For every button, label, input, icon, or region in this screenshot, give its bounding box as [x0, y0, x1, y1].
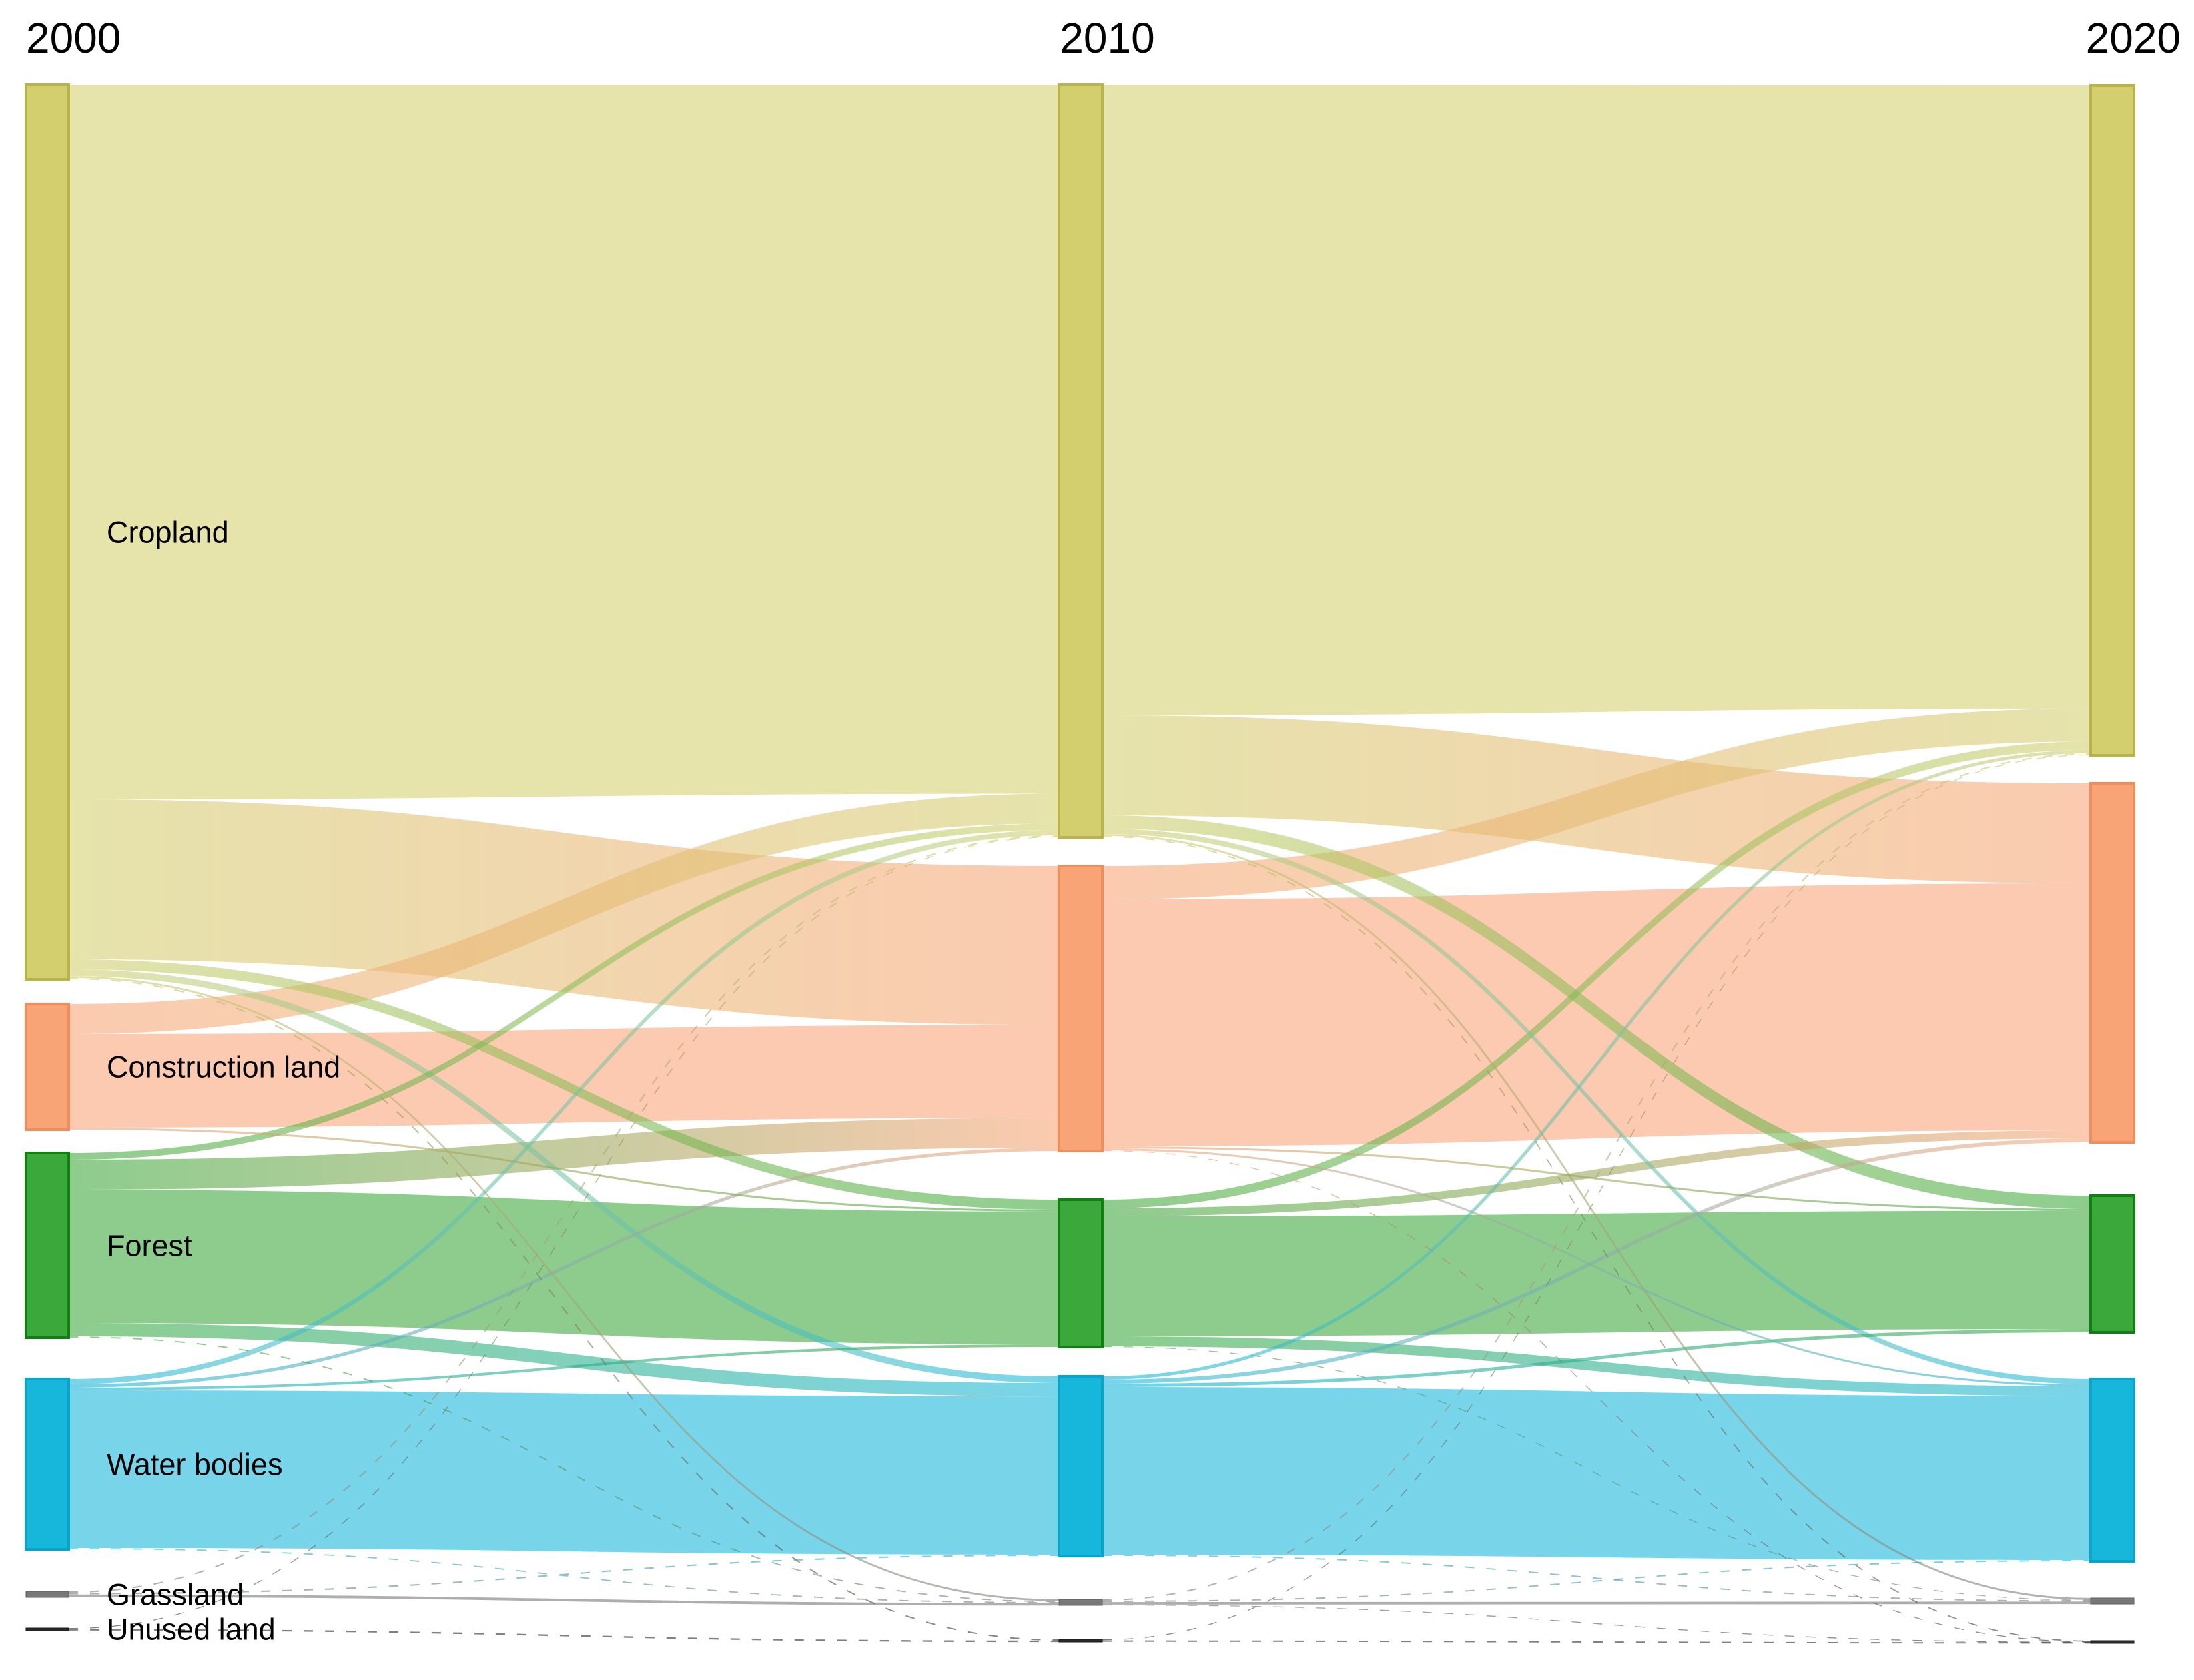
- node-2020-cropland: [2089, 84, 2135, 757]
- flow-forest-to-cropland-c1: [1102, 741, 2091, 1208]
- flow-cropland-to-forest-c1: [1102, 815, 2091, 1209]
- flow-forest-to-grassland-c1: [1102, 1346, 2091, 1601]
- flow-water-to-forest-c0: [68, 1344, 1060, 1390]
- node-2000-construction: [25, 1003, 70, 1131]
- node-2020-construction: [2089, 782, 2135, 1144]
- node-2020-water: [2089, 1378, 2135, 1563]
- flow-water-to-grassland-c0: [68, 1548, 1060, 1603]
- flow-cropland-to-cropland-c1: [1102, 85, 2091, 715]
- flow-cropland-to-unused-c1: [1102, 836, 2091, 1642]
- flow-unused-to-unused-c0: [68, 1629, 1060, 1643]
- node-2000-cropland: [25, 83, 70, 981]
- column-label-2020: 2020: [2085, 14, 2181, 62]
- flow-forest-to-water-c0: [69, 1323, 1059, 1397]
- flow-water-to-forest-c1: [1102, 1329, 2091, 1388]
- flow-water-to-grassland-c1: [1102, 1555, 2091, 1602]
- flow-forest-to-construction-c1: [1102, 1130, 2091, 1216]
- flow-unused-to-unused-c1: [1102, 1640, 2091, 1644]
- node-2020-unused: [2090, 1640, 2135, 1644]
- flow-forest-to-forest-c1: [1102, 1210, 2091, 1336]
- column-label-2010: 2010: [1060, 14, 1155, 62]
- node-2010-water: [1058, 1375, 1104, 1557]
- flow-water-to-cropland-c0: [69, 830, 1059, 1384]
- flow-construction-to-forest-c0: [68, 1128, 1060, 1212]
- flow-construction-to-unused-c1: [1102, 1150, 2091, 1643]
- node-label-water: Water bodies: [107, 1446, 283, 1481]
- flow-water-to-water-c0: [69, 1390, 1059, 1555]
- flow-unused-to-cropland-c0: [68, 836, 1060, 1629]
- column-label-2000: 2000: [26, 14, 121, 62]
- flow-cropland-to-water-c1: [1102, 829, 2091, 1384]
- flow-cropland-to-unused-c0: [68, 978, 1060, 1641]
- node-label-forest: Forest: [107, 1228, 192, 1262]
- flow-construction-to-cropland-c1: [1102, 708, 2091, 899]
- node-label-grassland: Grassland: [107, 1577, 244, 1611]
- node-2020-forest: [2089, 1194, 2135, 1334]
- node-2010-unused: [1058, 1639, 1103, 1643]
- flow-forest-to-grassland-c0: [68, 1336, 1060, 1603]
- flow-cropland-to-grassland-c1: [1102, 834, 2091, 1600]
- flow-water-to-cropland-c1: [1102, 750, 2091, 1380]
- node-2010-forest: [1058, 1198, 1104, 1348]
- flow-cropland-to-water-c0: [69, 969, 1059, 1384]
- flow-cropland-to-forest-c0: [69, 959, 1059, 1210]
- flow-grassland-to-grassland-c0: [68, 1594, 1060, 1606]
- node-2010-grassland: [1058, 1599, 1103, 1606]
- node-2020-grassland: [2090, 1597, 2135, 1605]
- node-2000-grassland: [25, 1591, 69, 1598]
- flow-forest-to-construction-c0: [69, 1118, 1059, 1190]
- flow-forest-to-cropland-c0: [69, 823, 1059, 1160]
- flow-construction-to-construction-c0: [69, 1025, 1059, 1128]
- flow-grassland-to-unused-c1: [1102, 1604, 2091, 1643]
- node-label-construction: Construction land: [107, 1049, 341, 1084]
- node-2000-unused: [25, 1627, 69, 1631]
- flow-grassland-to-water-c0: [68, 1554, 1060, 1595]
- flow-water-to-construction-c0: [68, 1148, 1060, 1388]
- flow-construction-to-forest-c1: [1102, 1146, 2091, 1211]
- flow-cropland-to-cropland-c0: [69, 85, 1059, 799]
- node-label-cropland: Cropland: [107, 514, 229, 549]
- node-2010-cropland: [1058, 83, 1104, 839]
- flow-grassland-to-cropland-c1: [1102, 753, 2091, 1601]
- flow-forest-to-water-c1: [1102, 1336, 2091, 1396]
- node-label-unused: Unused land: [107, 1612, 276, 1647]
- node-2010-construction: [1058, 865, 1104, 1152]
- flow-construction-to-water-c1: [1102, 1148, 2091, 1386]
- node-2000-water: [25, 1378, 70, 1551]
- node-2000-forest: [25, 1152, 70, 1339]
- flow-construction-to-cropland-c0: [69, 793, 1059, 1034]
- flow-grassland-to-water-c1: [1102, 1560, 2091, 1602]
- flow-cropland-to-grassland-c0: [68, 976, 1060, 1601]
- flow-water-to-construction-c1: [1102, 1138, 2091, 1384]
